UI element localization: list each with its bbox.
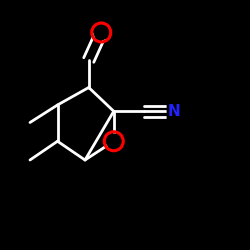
Text: N: N bbox=[168, 104, 180, 119]
Circle shape bbox=[94, 26, 108, 40]
Circle shape bbox=[106, 134, 121, 148]
